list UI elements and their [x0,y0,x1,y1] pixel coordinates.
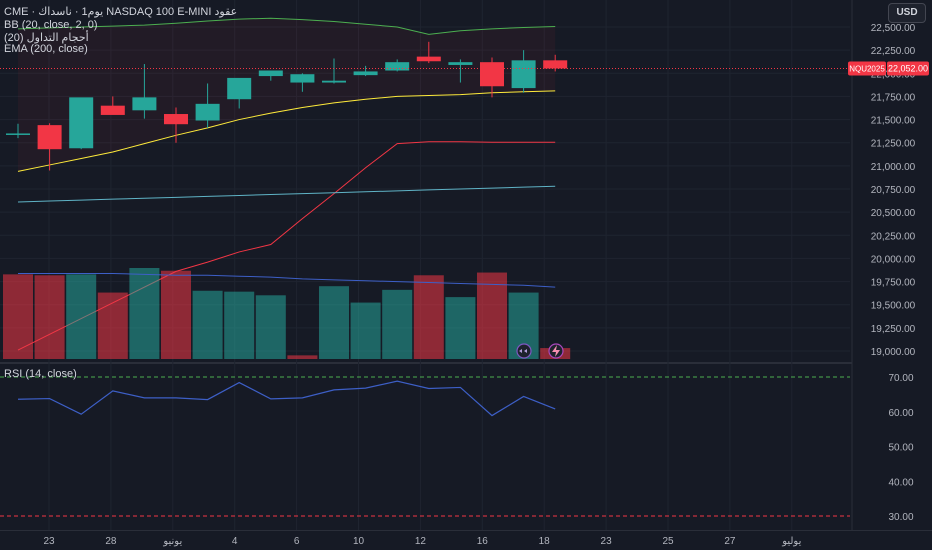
time-tick-label: 12 [415,536,427,547]
bb-lower-line [17,90,556,172]
volume-bar [34,275,65,359]
time-tick-label: 23 [43,536,55,547]
candle-body [353,71,378,76]
time-tick-label: 10 [353,536,365,547]
ema-legend[interactable]: EMA (200, close) [4,43,88,55]
volume-bar [129,268,160,359]
candle-body [543,60,568,69]
volume-bar [192,290,223,359]
time-tick-label: 25 [662,536,674,547]
price-tick-label: 20,750.00 [871,185,916,196]
time-tick-label: 18 [539,536,551,547]
price-tick-label: 22,500.00 [871,23,916,34]
price-tick-label: 19,250.00 [871,324,916,335]
rsi-tick-label: 40.00 [888,477,913,488]
candle-body [195,103,220,121]
price-tick-label: 19,750.00 [871,278,916,289]
candle-body [132,97,157,111]
volume-bar [255,295,286,359]
candle-body [258,70,283,77]
time-axis-border [0,530,932,531]
price-tick-label: 21,750.00 [871,92,916,103]
price-tag-box [887,61,929,76]
volume-bar [350,302,381,359]
symbol-tag-label: NQU2025 [849,64,885,73]
lightning-icon [552,345,560,357]
rsi-tick-label: 50.00 [888,443,913,454]
time-tick-label: 28 [105,536,117,547]
time-axis: 23 28 يونيو 4 6 10 12 16 18 23 25 27 يوليو [43,536,801,547]
price-tick-label: 21,000.00 [871,162,916,173]
time-tick-label: 27 [724,536,736,547]
price-tick-label: 19,000.00 [871,347,916,358]
symbol-title[interactable]: CME · يوم1 · ناسداك NASDAQ 100 E-MINI عق… [4,6,238,18]
candle-body [448,62,473,65]
time-tick-label: يوليو [781,536,801,547]
bb-legend[interactable]: BB (20, close, 2, 0) [4,19,98,31]
candle-body [6,133,30,135]
candle-body [164,114,188,125]
price-tick-label: 21,500.00 [871,116,916,127]
price-tick-label: 20,000.00 [871,254,916,265]
candle-body [480,62,504,87]
rsi-pane [0,376,850,517]
price-tick-label: 20,250.00 [871,231,916,242]
currency-button[interactable]: USD [888,3,926,23]
candle-body [416,56,441,62]
candle-body [100,105,125,115]
volume-ma-line [18,272,556,288]
volume-bar [161,270,191,359]
price-tick-label: 19,500.00 [871,301,916,312]
symbol-tag-box [848,61,886,76]
rsi-legend[interactable]: RSI (14, close) [4,368,77,380]
ema-line [17,185,556,203]
volume-bar [413,275,444,359]
rewind-icon [519,349,527,353]
volume-bar [445,297,476,359]
ema200-line [17,185,556,203]
rsi-tick-label: 30.00 [888,512,913,523]
volume-bar [382,289,413,359]
candle-body [69,97,94,149]
price-tick-label: 22,250.00 [871,46,916,57]
bb-upper-line [17,17,556,35]
candle-body [385,62,410,71]
rsi-line [17,380,556,417]
volume-bar [97,292,128,359]
time-tick-label: 4 [232,536,238,547]
last-price-tag: NQU2025 22,052.00 [0,61,929,76]
candle-body [290,74,315,83]
volume-bar [477,272,507,359]
volume-bar [3,274,33,359]
price-axis: 22,500.0022,250.0022,000.0021,750.0021,5… [871,23,916,523]
bb-fill [18,18,556,172]
price-tick-label: 20,500.00 [871,208,916,219]
rsi-tick-label: 70.00 [888,373,913,384]
price-tick-label: 21,250.00 [871,139,916,150]
volume-bar [319,286,349,359]
volume-legend[interactable]: أحجام التداول (20) [4,32,89,44]
rsi-tick-label: 60.00 [888,408,913,419]
time-tick-label: 16 [477,536,489,547]
candle-body [322,80,346,83]
pane-separator [0,362,852,364]
candle-body [227,77,252,100]
candle-body [37,125,62,150]
volume-bar [66,274,97,359]
candles [6,41,568,171]
event-markers [516,343,564,359]
volume-bar [224,291,255,359]
candle-body [511,60,536,89]
time-tick-label: 6 [294,536,300,547]
price-tag-label: 22,052.00 [888,63,928,73]
time-tick-label: 23 [601,536,613,547]
volume-bar [287,355,318,359]
time-tick-label: يونيو [162,536,182,547]
